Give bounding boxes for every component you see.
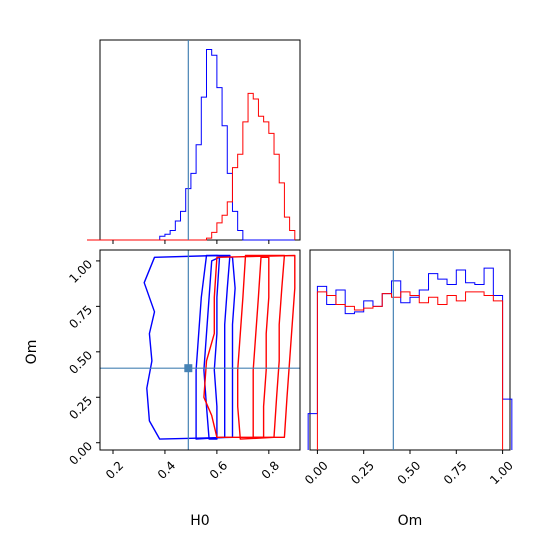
- contour-y-tick-label-2: 0.50: [66, 348, 95, 377]
- om-hist-series-1: [316, 291, 504, 450]
- contour-series-1-level-2: [203, 254, 296, 438]
- contour-y-tick-label-0: 0.00: [66, 439, 95, 468]
- x-axis-label-om: Om: [398, 513, 423, 529]
- om-marginal-histogram: 0.00 0.25 0.50 0.75 1.00: [302, 249, 516, 487]
- om-x-tick-label-3: 0.75: [441, 458, 470, 487]
- contour-y-tick-label-3: 0.75: [66, 303, 95, 332]
- om-x-tick-label-4: 1.00: [487, 458, 516, 487]
- om-hist-frame: [309, 249, 511, 451]
- contour-series-0-level-1: [195, 254, 231, 440]
- contour-y-tick-label-4: 1.00: [66, 257, 95, 286]
- om-hist-series-0: [307, 267, 513, 450]
- h0-om-contour-panel: 0.2 0.4 0.6 0.8 0.00 0.25 0.50 0.75 1.00: [66, 249, 301, 482]
- contour-x-tick-label-0: 0.2: [103, 458, 126, 481]
- h0-hist-series-0: [87, 49, 295, 241]
- contour-frame: [99, 249, 301, 451]
- h0-hist-series-1: [87, 92, 296, 241]
- contour-series-0-level-0: [203, 256, 221, 440]
- h0-hist-frame: [99, 39, 301, 241]
- contour-truth-marker: [184, 364, 193, 373]
- contour-x-tick-label-3: 0.8: [259, 458, 282, 481]
- om-x-tick-label-2: 0.50: [395, 458, 424, 487]
- contour-x-tick-label-1: 0.4: [155, 458, 178, 481]
- y-axis-label-om: Om: [24, 340, 40, 365]
- contour-series-0-level-2: [143, 254, 236, 440]
- om-x-tick-label-0: 0.00: [302, 458, 331, 487]
- x-axis-label-h0: H0: [190, 513, 209, 529]
- contour-series-1-level-0: [252, 256, 270, 438]
- contour-x-tick-label-2: 0.6: [207, 458, 230, 481]
- contour-series-1-level-1: [236, 254, 286, 440]
- h0-marginal-histogram: [87, 39, 301, 244]
- contour-y-tick-label-1: 0.25: [66, 393, 95, 422]
- om-x-tick-label-1: 0.25: [348, 458, 377, 487]
